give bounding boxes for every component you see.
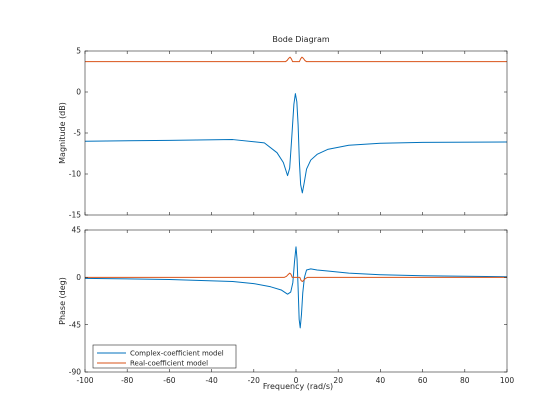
y-tick-label: -5 — [74, 129, 82, 138]
x-tick-label: 60 — [418, 376, 428, 385]
x-tick-label: -100 — [76, 376, 93, 385]
phase-lines — [85, 246, 507, 329]
x-tick-label: 20 — [333, 376, 343, 385]
x-tick-label: 100 — [500, 376, 515, 385]
real-coefficient-model-magnitude-line — [85, 56, 507, 63]
phase-y-axis-label: Phase (deg) — [58, 277, 67, 325]
legend: Complex-coefficient model Real-coefficien… — [92, 344, 237, 369]
x-axis-label: Frequency (rad/s) — [263, 382, 333, 391]
real-coefficient-model-phase-line — [85, 272, 507, 283]
x-tick-label: -60 — [163, 376, 175, 385]
y-tick-label: -90 — [69, 368, 81, 377]
chart-title: Bode Diagram — [272, 35, 329, 44]
y-tick-label: 5 — [76, 47, 81, 56]
magnitude-axes: 5 0 -5 -10 -15 Magnitude (dB) — [58, 47, 508, 220]
x-tick-label: 0 — [294, 376, 299, 385]
complex-coefficient-model-magnitude-line — [85, 93, 507, 194]
phase-axes: 45 0 -45 -90-100 -80 -60 -40 -20 0 20 40 60 80 100 Pha… — [58, 226, 514, 385]
x-tick-label: -40 — [205, 376, 217, 385]
legend-box — [92, 344, 237, 369]
magnitude-axes-box — [84, 50, 508, 216]
complex-coefficient-model-phase-line — [85, 246, 507, 329]
legend-entry: Complex-coefficient model — [130, 350, 224, 358]
y-tick-label: -10 — [69, 170, 81, 179]
y-tick-label: -45 — [69, 320, 81, 329]
y-tick-label: 0 — [76, 88, 81, 97]
legend-entry: Real-coefficient model — [130, 360, 208, 368]
magnitude-y-axis-label: Magnitude (dB) — [58, 102, 67, 164]
x-tick-label: 80 — [460, 376, 470, 385]
y-tick-label: 45 — [71, 226, 81, 235]
x-tick-label: 40 — [376, 376, 386, 385]
y-tick-label: -15 — [69, 211, 81, 220]
magnitude-lines — [85, 56, 507, 194]
y-tick-label: 0 — [76, 273, 81, 282]
x-tick-label: -80 — [121, 376, 133, 385]
x-tick-label: -20 — [248, 376, 260, 385]
